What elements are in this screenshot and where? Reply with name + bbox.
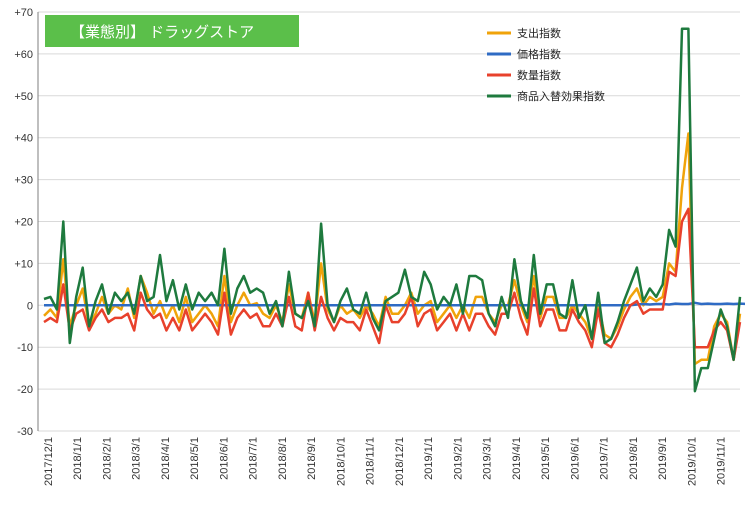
y-tick-label: +10 [14, 258, 33, 270]
y-tick-label: 0 [27, 300, 33, 312]
x-tick-label: 2019/11/1 [716, 437, 728, 485]
x-tick-label: 2018/12/1 [394, 437, 406, 486]
y-tick-label: -30 [17, 426, 33, 438]
x-tick-label: 2019/6/1 [569, 437, 581, 480]
x-tick-label: 2018/10/1 [335, 437, 347, 486]
series-lines [43, 27, 745, 393]
x-tick-label: 2018/2/1 [101, 437, 113, 480]
x-tick-label: 2018/9/1 [306, 437, 318, 480]
x-tick-label: 2018/4/1 [160, 437, 172, 480]
x-tick-label: 2019/4/1 [511, 437, 523, 480]
chart-title: 【業態別】 ドラッグストア [70, 24, 254, 41]
series-line-3 [43, 207, 742, 362]
x-tick-label: 2018/11/1 [365, 437, 377, 485]
x-tick-label: 2019/7/1 [599, 437, 611, 480]
x-tick-label: 2019/10/1 [686, 437, 698, 486]
x-tick-label: 2018/3/1 [131, 437, 143, 480]
y-tick-label: +20 [14, 217, 33, 229]
y-tick-label: -10 [17, 342, 33, 354]
x-tick-label: 2019/3/1 [482, 437, 494, 480]
y-tick-label: +30 [14, 175, 33, 187]
gridlines [38, 11, 740, 432]
y-tick-label: +40 [14, 133, 33, 145]
x-tick-label: 2019/8/1 [628, 437, 640, 480]
y-tick-label: -20 [17, 384, 33, 396]
x-tick-label: 2018/5/1 [189, 437, 201, 480]
series-line-4 [43, 27, 742, 393]
x-tick-label: 2018/6/1 [218, 437, 230, 480]
x-tick-label: 2018/1/1 [72, 437, 84, 480]
y-tick-label: +50 [14, 91, 33, 103]
series-line-1 [43, 132, 742, 366]
chart-title-box: 【業態別】 ドラッグストア [45, 15, 299, 47]
legend-label: 商品入替効果指数 [517, 89, 605, 103]
y-tick-label: +70 [14, 7, 33, 19]
x-tick-label: 2019/2/1 [452, 437, 464, 480]
legend-label: 数量指数 [517, 68, 561, 82]
legend-label: 支出指数 [517, 26, 561, 40]
x-tick-label: 2017/12/1 [43, 437, 55, 486]
x-tick-label: 2018/7/1 [248, 437, 260, 480]
x-tick-label: 2018/8/1 [277, 437, 289, 480]
y-tick-label: +60 [14, 49, 33, 61]
y-tick-labels: -30 -20 -10 0 +10 +20 +30 +40 +50 +60 +70 [14, 7, 33, 438]
x-tick-label: 2019/5/1 [540, 437, 552, 480]
x-tick-label: 2019/9/1 [657, 437, 669, 480]
legend-label: 価格指数 [517, 47, 561, 61]
x-tick-label: 2019/1/1 [423, 437, 435, 480]
chart-title-background [45, 15, 299, 47]
x-tick-labels: 2017/12/1 2018/1/1 2018/2/1 2018/3/1 2018/4/… [43, 437, 728, 486]
